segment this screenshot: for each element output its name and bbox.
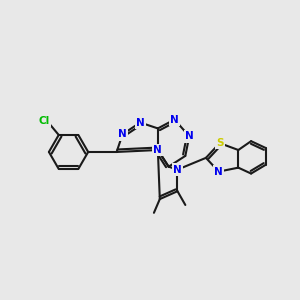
Text: S: S	[216, 138, 224, 148]
Text: N: N	[185, 131, 194, 141]
Text: N: N	[173, 165, 182, 175]
Text: N: N	[214, 167, 223, 177]
Text: N: N	[170, 115, 179, 124]
Text: N: N	[136, 118, 145, 128]
Text: N: N	[154, 145, 162, 155]
Text: N: N	[118, 129, 127, 139]
Text: Cl: Cl	[38, 116, 50, 126]
